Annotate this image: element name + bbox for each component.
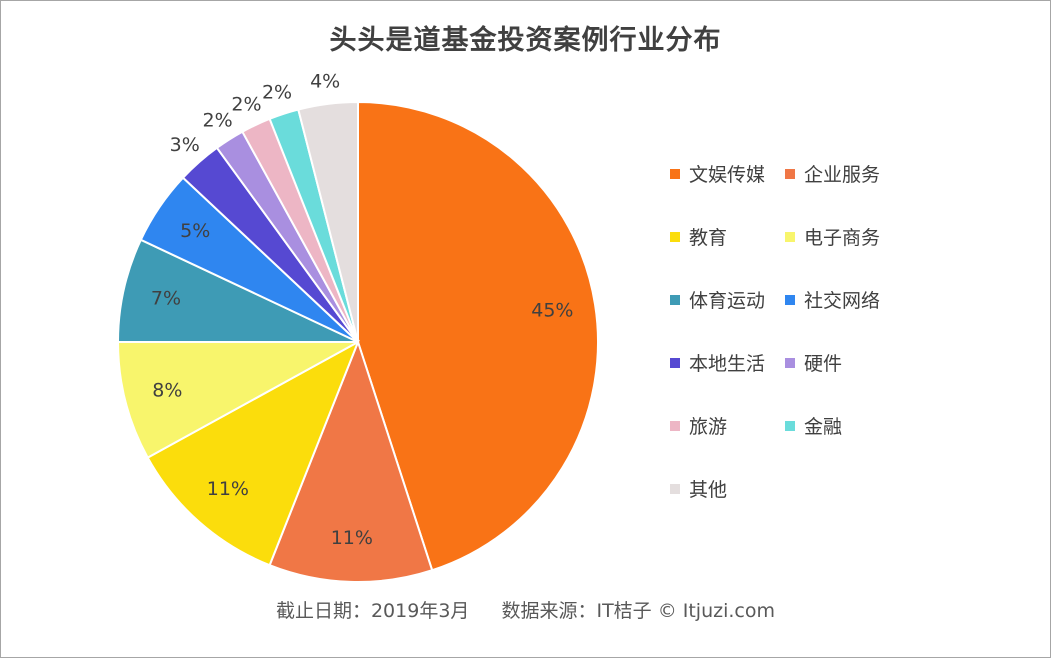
legend-label: 文娱传媒 bbox=[689, 164, 766, 186]
legend-label: 教育 bbox=[689, 227, 728, 249]
legend-swatch bbox=[785, 168, 795, 179]
legend-swatch bbox=[670, 231, 680, 242]
slice-1-label: 45% bbox=[531, 300, 573, 322]
legend-swatch bbox=[670, 357, 680, 368]
legend-label: 其他 bbox=[689, 479, 728, 501]
legend-label: 企业服务 bbox=[804, 164, 881, 186]
slice-5-wedge bbox=[116, 238, 359, 343]
slice-4-label: 8% bbox=[152, 379, 182, 401]
slice-4-wedge bbox=[116, 341, 359, 459]
legend-item-9: 旅游 bbox=[670, 412, 727, 439]
slice-2-wedge bbox=[268, 339, 434, 583]
slice-1-wedge bbox=[357, 100, 599, 572]
slice-6-label: 5% bbox=[180, 220, 210, 242]
legend-label: 体育运动 bbox=[689, 290, 766, 312]
legend-item-5: 体育运动 bbox=[670, 286, 765, 313]
slice-9-label: 2% bbox=[231, 93, 261, 115]
legend-item-3: 教育 bbox=[670, 223, 727, 250]
legend-label: 硬件 bbox=[804, 353, 843, 375]
legend-label: 社交网络 bbox=[804, 290, 881, 312]
slice-11-wedge bbox=[297, 100, 359, 343]
footer: 截止日期：2019年3月 数据来源：IT桔子 © Itjuzi.com bbox=[0, 596, 1051, 623]
data-source: 数据来源：IT桔子 © Itjuzi.com bbox=[501, 600, 776, 622]
slice-5-label: 7% bbox=[151, 288, 181, 310]
legend-swatch bbox=[670, 294, 680, 305]
legend-item-4: 电子商务 bbox=[785, 223, 880, 250]
legend-label: 电子商务 bbox=[804, 227, 881, 249]
legend-item-7: 本地生活 bbox=[670, 349, 765, 376]
legend-swatch bbox=[670, 420, 680, 431]
legend-swatch bbox=[785, 294, 795, 305]
legend-item-10: 金融 bbox=[785, 412, 842, 439]
legend-swatch bbox=[785, 231, 795, 242]
slice-7-label: 3% bbox=[170, 134, 200, 156]
legend-item-2: 企业服务 bbox=[785, 160, 880, 187]
legend-swatch bbox=[670, 168, 680, 179]
cutoff-date: 截止日期：2019年3月 bbox=[275, 600, 470, 622]
legend-swatch bbox=[785, 357, 795, 368]
slice-8-label: 2% bbox=[203, 109, 233, 131]
slice-3-label: 11% bbox=[207, 478, 249, 500]
legend-item-11: 其他 bbox=[670, 475, 727, 502]
legend-label: 本地生活 bbox=[689, 353, 766, 375]
slice-2-label: 11% bbox=[331, 527, 373, 549]
slice-3-wedge bbox=[146, 339, 360, 567]
legend-swatch bbox=[785, 420, 795, 431]
chart-title: 头头是道基金投资案例行业分布 bbox=[329, 25, 722, 56]
slice-10-label: 2% bbox=[262, 81, 292, 103]
legend-item-8: 硬件 bbox=[785, 349, 842, 376]
legend-label: 旅游 bbox=[689, 416, 728, 438]
legend-item-6: 社交网络 bbox=[785, 286, 880, 313]
legend-item-1: 文娱传媒 bbox=[670, 160, 765, 187]
legend-label: 金融 bbox=[804, 416, 843, 438]
slice-11-label: 4% bbox=[310, 71, 340, 93]
legend-swatch bbox=[670, 483, 680, 494]
